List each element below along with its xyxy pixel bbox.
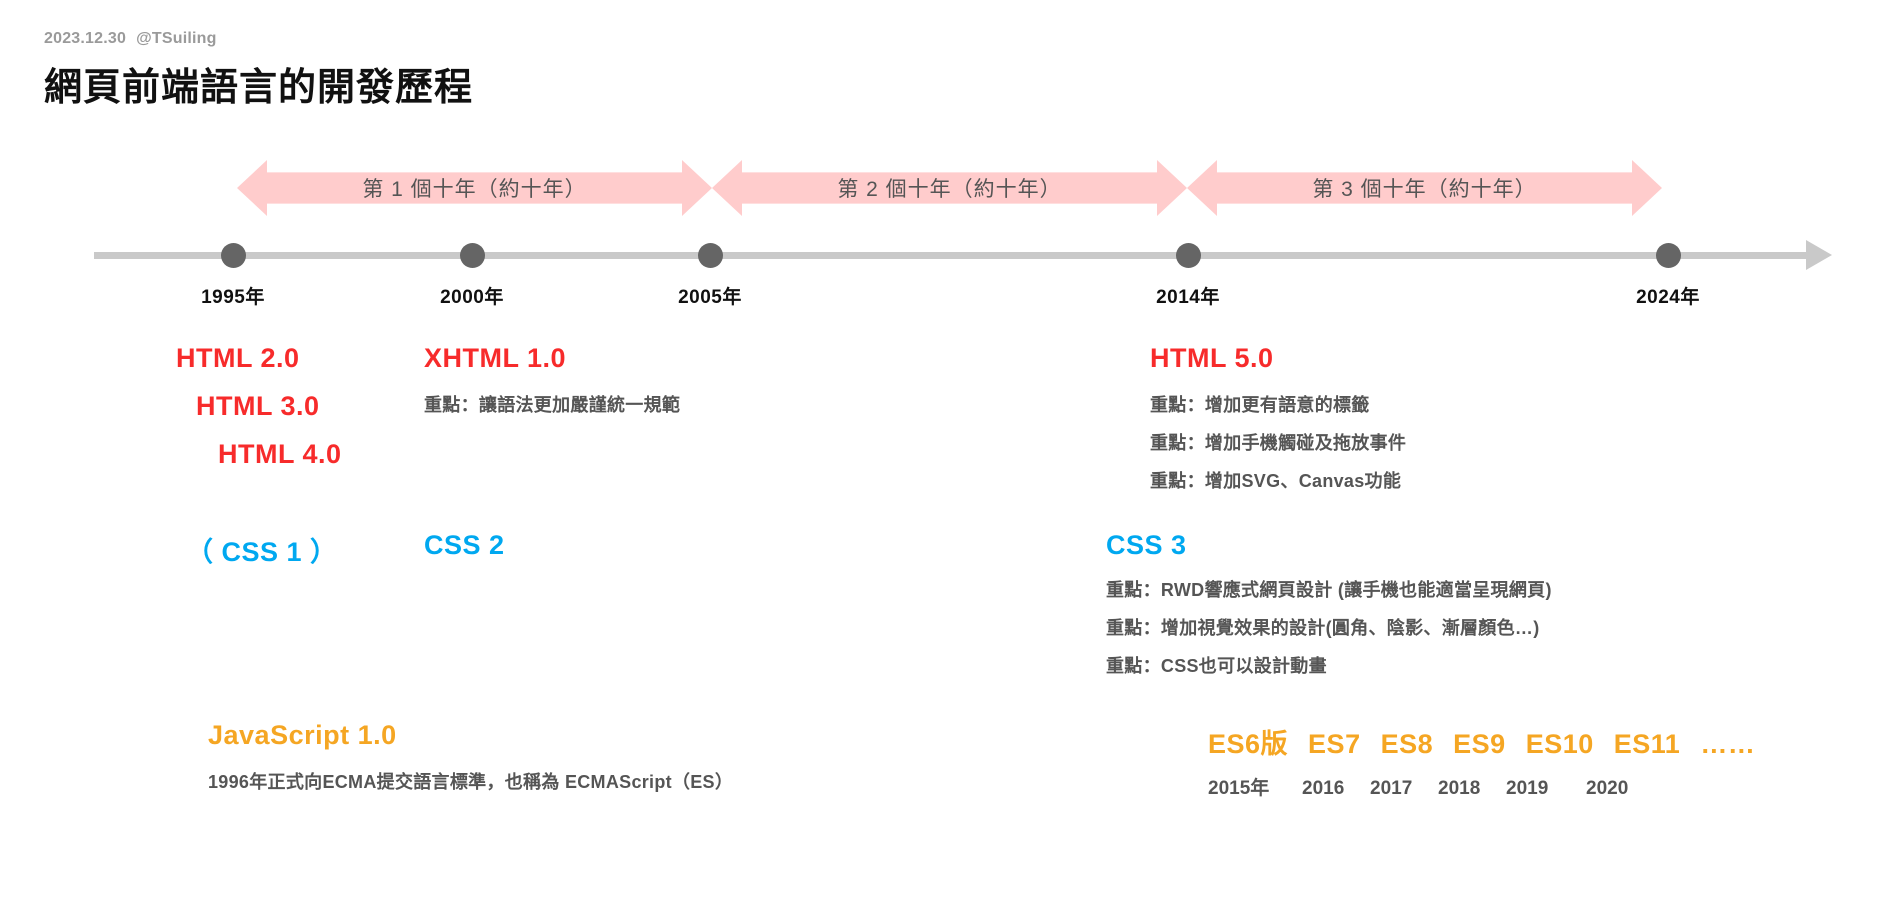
es-version-es6: ES6版 — [1208, 729, 1289, 759]
es-version-labels: ES6版 ES7 ES8 ES9 ES10 ES11 …… — [1208, 722, 1755, 761]
page-title: 網頁前端語言的開發歷程 — [44, 67, 474, 109]
es-version-es9: ES9 — [1453, 729, 1506, 759]
es-version-es7: ES7 — [1308, 729, 1361, 759]
html5-note-3: 重點：增加SVG、Canvas功能 — [1150, 471, 1402, 491]
es-version-es10: ES10 — [1525, 729, 1594, 759]
es-version-more: …… — [1700, 729, 1756, 759]
html-staircase-group: HTML 2.0 HTML 3.0 HTML 4.0 — [176, 343, 436, 473]
header-meta: 2023.12.30 @TSuiling — [44, 30, 473, 48]
decade-band-1-label: 第 1 個十年（約十年） — [362, 178, 587, 201]
html-version-3: HTML 3.0 — [196, 391, 320, 421]
timeline-marker-2024 — [1656, 243, 1681, 268]
html-version-2: HTML 2.0 — [176, 343, 300, 373]
html5-note-2: 重點：增加手機觸碰及拖放事件 — [1150, 433, 1407, 453]
header-date: 2023.12.30 — [44, 30, 127, 47]
page-header: 2023.12.30 @TSuiling 網頁前端語言的開發歷程 — [44, 30, 473, 111]
timeline-year-label-2014: 2014年 — [1156, 287, 1220, 308]
es-year-2020: 2020 — [1586, 778, 1629, 799]
css3-note-2: 重點：增加視覺效果的設計(圓角、陰影、漸層顏色…) — [1106, 618, 1540, 638]
css2-group: CSS 2 — [424, 530, 505, 561]
timeline-year-label-2005: 2005年 — [678, 287, 742, 308]
es-version-es8: ES8 — [1380, 729, 1434, 759]
es-year-2019: 2019 — [1506, 778, 1549, 799]
css3-note-3: 重點：CSS也可以設計動畫 — [1106, 656, 1327, 676]
timeline-marker-2005 — [698, 243, 723, 268]
xhtml-group: XHTML 1.0 重點：讓語法更加嚴謹統一規範 — [424, 343, 680, 424]
timeline-year-label-1995: 1995年 — [201, 287, 265, 308]
html5-note-1: 重點：增加更有語意的標籤 — [1150, 395, 1370, 415]
xhtml-title: XHTML 1.0 — [424, 343, 567, 373]
es-year-2017: 2017 — [1370, 778, 1413, 799]
timeline-year-label-2000: 2000年 — [440, 287, 504, 308]
timeline-marker-2000 — [460, 243, 485, 268]
es-version-es11: ES11 — [1613, 729, 1681, 759]
decade-band-2: 第 2 個十年（約十年） — [712, 160, 1187, 216]
decade-band-3-label: 第 3 個十年（約十年） — [1312, 178, 1537, 201]
es-year-2016: 2016 — [1302, 778, 1345, 799]
timeline-arrow-icon — [1806, 240, 1832, 270]
xhtml-note-1: 重點：讓語法更加嚴謹統一規範 — [424, 395, 681, 415]
html5-group: HTML 5.0 重點：增加更有語意的標籤 重點：增加手機觸碰及拖放事件 重點：… — [1150, 343, 1406, 500]
css3-note-1: 重點：RWD響應式網頁設計 (讓手機也能適當呈現網頁) — [1106, 580, 1552, 600]
html-version-4: HTML 4.0 — [218, 439, 342, 469]
css1-title: （ CSS 1 ） — [186, 537, 338, 567]
javascript-note-1: 1996年正式向ECMA提交語言標準，也稱為 ECMAScript（ES） — [208, 772, 734, 792]
css3-group: CSS 3 重點：RWD響應式網頁設計 (讓手機也能適當呈現網頁) 重點：增加視… — [1106, 530, 1552, 685]
css2-title: CSS 2 — [424, 530, 505, 560]
es-year-2018: 2018 — [1438, 778, 1481, 799]
javascript-group: JavaScript 1.0 1996年正式向ECMA提交語言標準，也稱為 EC… — [208, 720, 733, 801]
decade-band-1: 第 1 個十年（約十年） — [237, 160, 712, 216]
es-version-years: 2015年 2016 2017 2018 2019 2020 — [1208, 773, 1755, 800]
decade-band-2-label: 第 2 個十年（約十年） — [837, 178, 1062, 201]
decade-band-3: 第 3 個十年（約十年） — [1187, 160, 1662, 216]
es-year-2015: 2015年 — [1208, 778, 1270, 799]
timeline-axis — [94, 252, 1810, 259]
css3-title: CSS 3 — [1106, 530, 1187, 560]
timeline-marker-2014 — [1176, 243, 1201, 268]
javascript-title: JavaScript 1.0 — [208, 720, 397, 750]
css1-group: （ CSS 1 ） — [186, 530, 338, 569]
header-author: @TSuiling — [136, 30, 217, 47]
timeline-marker-1995 — [221, 243, 246, 268]
timeline-year-label-2024: 2024年 — [1636, 287, 1700, 308]
es-versions-group: ES6版 ES7 ES8 ES9 ES10 ES11 …… 2015年 2016… — [1208, 722, 1755, 800]
html5-title: HTML 5.0 — [1150, 343, 1274, 373]
